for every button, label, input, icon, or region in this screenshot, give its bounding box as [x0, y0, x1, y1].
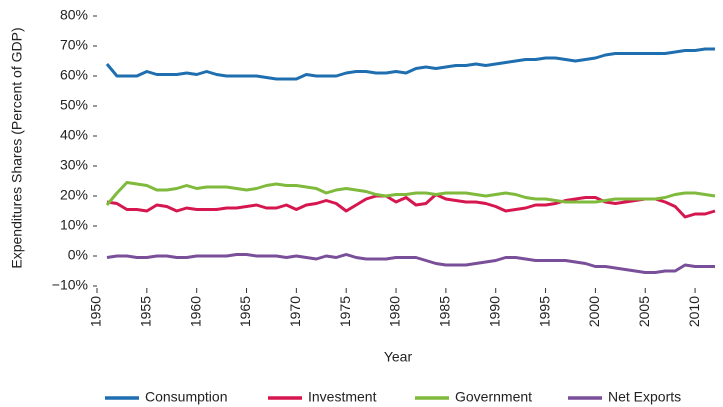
y-tick-label: 30%	[60, 157, 88, 173]
x-axis-title: Year	[384, 349, 413, 365]
x-tick-label: 1965	[237, 296, 253, 327]
y-tick-label: 50%	[60, 97, 88, 113]
y-tick-label: 0%	[68, 247, 88, 263]
x-tick-label: 1975	[337, 296, 353, 327]
legend-label: Net Exports	[608, 389, 681, 405]
x-tick-label: 1985	[437, 296, 453, 327]
series-line	[106, 253, 716, 274]
legend-label: Consumption	[145, 389, 228, 405]
x-tick-label: 1970	[287, 296, 303, 327]
x-tick-label: 1950	[88, 296, 104, 327]
legend-label: Investment	[308, 389, 377, 405]
y-tick-label: 40%	[60, 127, 88, 143]
series-line	[105, 181, 716, 206]
x-tick-label: 1960	[187, 296, 203, 327]
x-tick-label: 1955	[138, 296, 154, 327]
y-tick-label: 80%	[60, 7, 88, 23]
series-line	[105, 47, 716, 81]
x-tick-label: 1980	[387, 296, 403, 327]
y-tick-label: 20%	[60, 187, 88, 203]
x-tick-label: 2005	[636, 296, 652, 327]
legend-label: Government	[455, 389, 532, 405]
series-line	[106, 193, 716, 219]
y-tick-label: 10%	[60, 217, 88, 233]
y-axis-title: Expenditures Shares (Percent of GDP)	[9, 27, 25, 268]
y-tick-label: 70%	[60, 37, 88, 53]
x-tick-label: 2010	[686, 296, 702, 327]
y-tick-label: 60%	[60, 67, 88, 83]
y-tick-label: −10%	[52, 277, 88, 293]
x-tick-label: 1990	[486, 296, 502, 327]
x-tick-label: 1995	[536, 296, 552, 327]
x-tick-label: 2000	[586, 296, 602, 327]
